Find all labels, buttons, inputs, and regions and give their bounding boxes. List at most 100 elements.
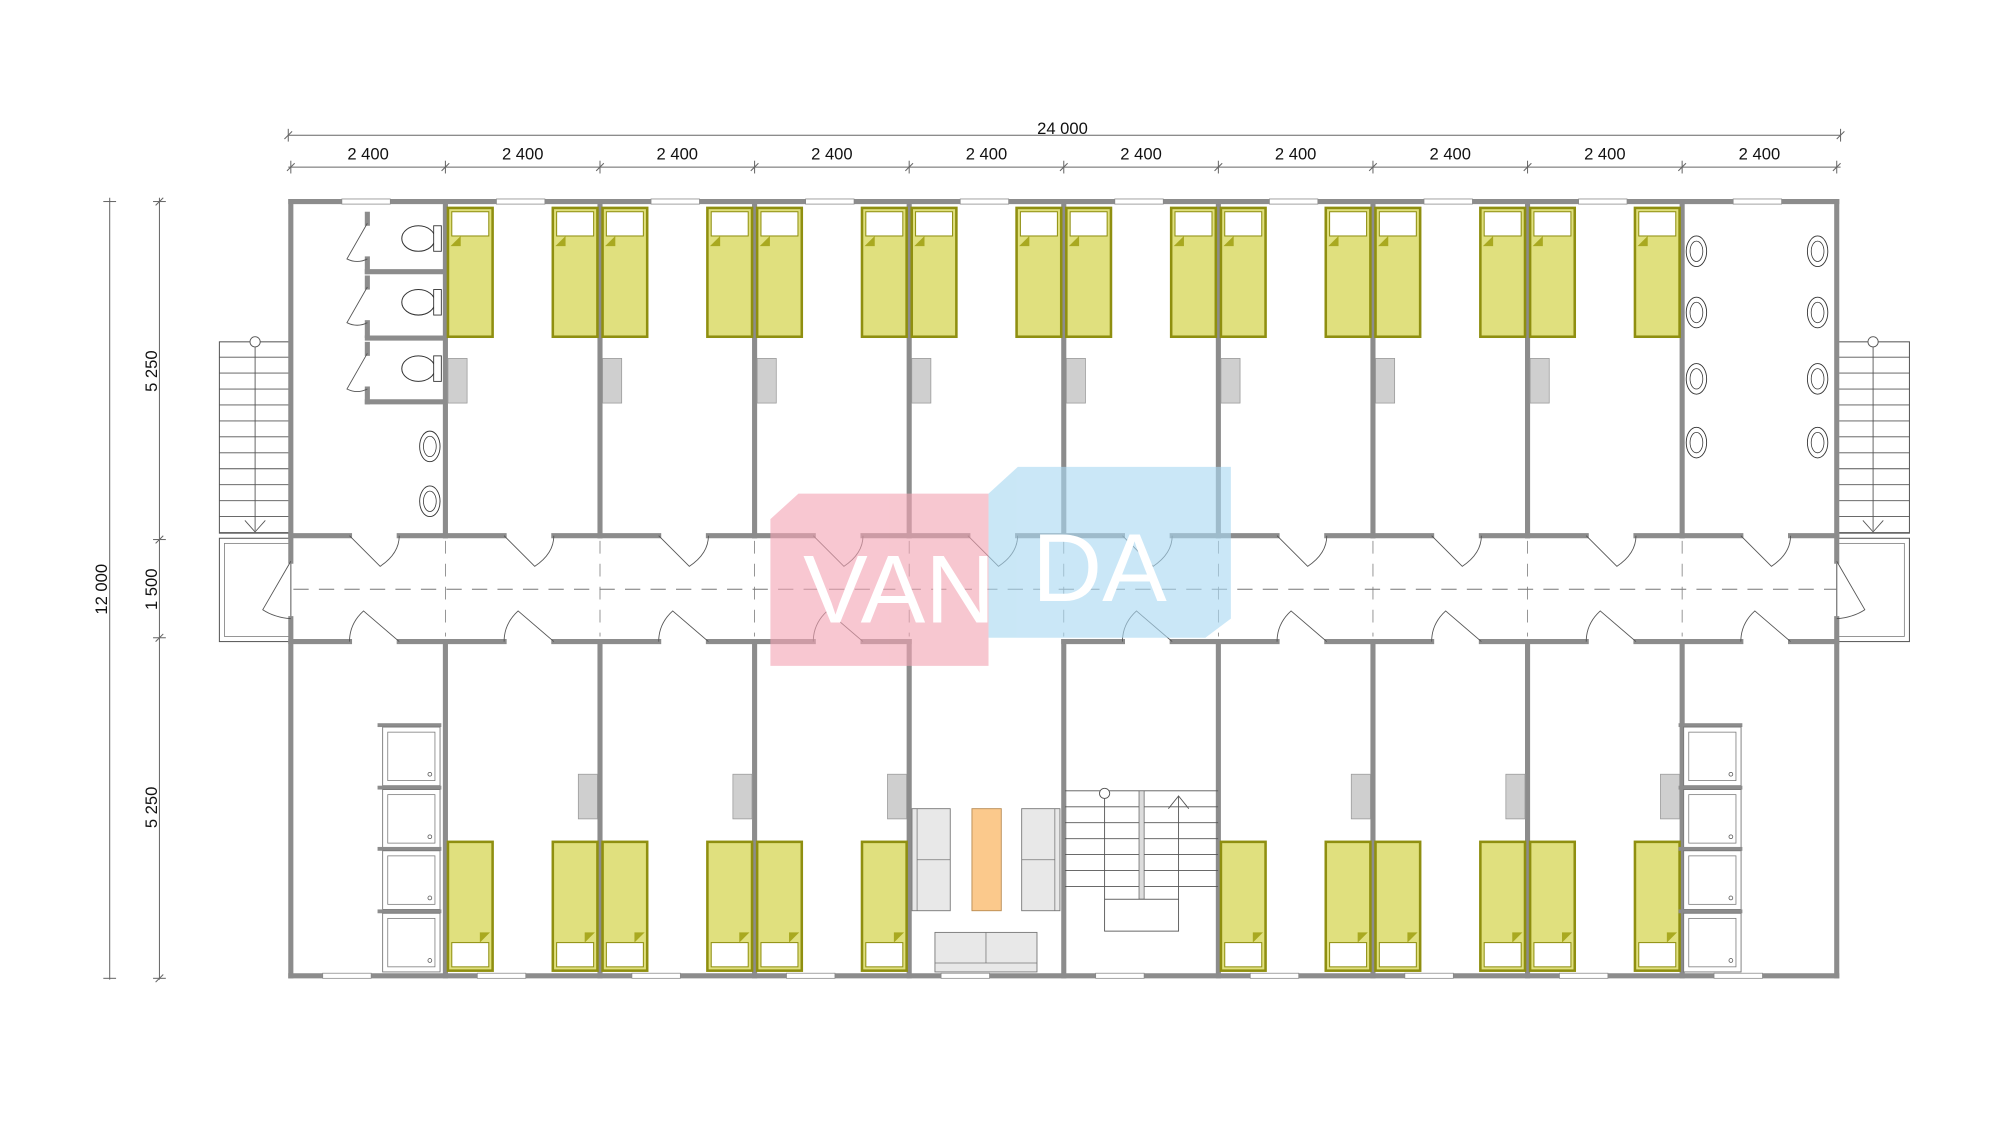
toilet-icon (401, 225, 436, 252)
blanket-fold (1357, 932, 1368, 943)
right-landing (1836, 537, 1910, 643)
shower-drain (1728, 834, 1734, 840)
pillow (605, 211, 644, 237)
depth-label-bottom: 5 250 (142, 787, 161, 829)
shower-partition (377, 846, 442, 851)
sink-basin (423, 490, 437, 512)
pillow (1483, 211, 1522, 237)
watermark-text-left: VAN (803, 534, 995, 643)
coffee-table (971, 808, 1002, 912)
sink-icon (1806, 363, 1829, 395)
pillow (1019, 211, 1058, 237)
toilet-tank (433, 355, 442, 382)
blanket-fold (1407, 932, 1418, 943)
module-width-label: 2 400 (1430, 144, 1472, 163)
pillow (1224, 211, 1263, 237)
pillow (865, 211, 904, 237)
blanket-fold (1378, 235, 1389, 247)
desk (447, 358, 468, 404)
blanket-fold (1252, 932, 1264, 943)
left-landing (218, 537, 292, 643)
stair-start-marker (1867, 336, 1879, 348)
pillow (1483, 942, 1522, 968)
building (218, 198, 1910, 979)
shower-basin (1688, 794, 1737, 844)
dimension-tick (1832, 162, 1841, 172)
module-width-label: 2 400 (657, 144, 699, 163)
sink-basin (1689, 432, 1704, 454)
depth-label-corridor: 1 500 (142, 569, 161, 611)
desk (756, 358, 777, 404)
toilet-tank (433, 225, 442, 252)
toilet-icon (401, 355, 436, 382)
blanket-fold (914, 235, 925, 247)
desk (1660, 773, 1680, 820)
pillow (710, 211, 749, 237)
blanket-fold (555, 235, 566, 247)
watermark-pink-shape (770, 493, 989, 666)
pillow (1174, 211, 1213, 237)
window (322, 972, 372, 979)
sink-icon (1806, 426, 1829, 459)
window (341, 198, 391, 205)
shower-partition (377, 909, 442, 914)
desk (1065, 358, 1086, 404)
window (1404, 972, 1454, 979)
room-door (1585, 610, 1637, 642)
sink-icon (1806, 235, 1829, 268)
shower-partition (1678, 785, 1743, 790)
module-width-label: 2 400 (811, 144, 853, 163)
shower-drain (427, 834, 433, 840)
shower-drain (1728, 958, 1734, 963)
stall-door (346, 222, 368, 262)
blanket-fold (1068, 235, 1080, 247)
room-door (349, 535, 400, 567)
dimension-tick (284, 131, 293, 140)
toilet-tank (433, 289, 442, 316)
dimension-tick (155, 535, 164, 544)
shower-basin (387, 855, 436, 905)
pillow (605, 942, 644, 968)
pillow (710, 942, 749, 968)
stair-start-marker (249, 336, 261, 348)
pillow (865, 942, 904, 968)
dimension-tick (595, 162, 605, 172)
room-door (1585, 535, 1637, 567)
dimension-tick (1059, 162, 1068, 172)
window (1269, 198, 1319, 205)
pillow (1638, 942, 1677, 968)
blanket-fold (789, 932, 800, 943)
shower-drain (427, 771, 433, 777)
module-width-label: 2 400 (1275, 144, 1316, 163)
shower-basin (1688, 731, 1737, 781)
module-width-label: 2 400 (502, 144, 544, 163)
shower-partition (1678, 909, 1743, 914)
room-door (1431, 535, 1482, 567)
dimension-tick (1677, 162, 1687, 172)
window (959, 198, 1010, 205)
pillow (1378, 211, 1417, 237)
blanket-fold (479, 932, 491, 943)
depth-label-top: 5 250 (142, 350, 161, 392)
blanket-fold (1482, 235, 1494, 247)
dimension-tick (441, 162, 450, 172)
blanket-fold (1512, 932, 1523, 943)
room-door (349, 610, 400, 642)
desk (1505, 773, 1526, 820)
window (1423, 198, 1473, 205)
blanket-fold (1328, 235, 1339, 247)
toilet-icon (401, 289, 436, 316)
desk (1350, 773, 1371, 820)
desk (1375, 358, 1396, 404)
pillow (1638, 211, 1677, 237)
blanket-fold (1561, 932, 1573, 943)
shower-partition (1678, 723, 1743, 728)
pillow (451, 211, 490, 237)
blanket-fold (1666, 932, 1678, 943)
stair-arrowhead (244, 520, 266, 533)
window (1713, 972, 1763, 979)
dimension-tick (1214, 162, 1223, 172)
watermark-text-right: DA (1032, 513, 1167, 622)
pillow (915, 211, 954, 237)
